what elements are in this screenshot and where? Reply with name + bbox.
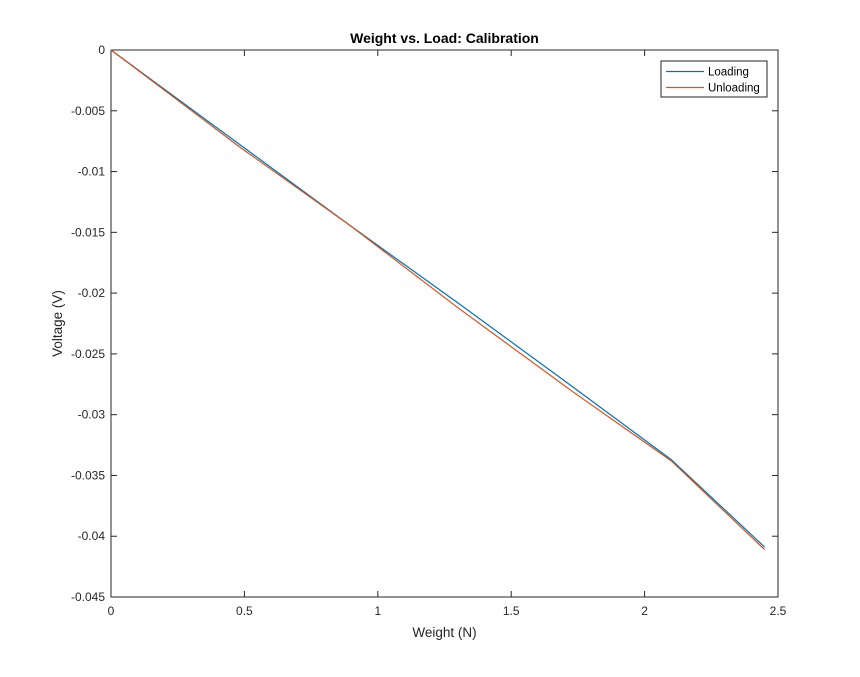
plot-area [110,49,779,598]
y-tick-label: -0.03 [78,408,106,422]
x-axis: 0 0.5 1 1.5 2 2.5 [108,50,787,618]
y-tick-label: 0 [98,43,105,57]
axes-box [110,49,779,598]
x-tick-label: 1 [374,604,381,618]
y-tick-label: -0.015 [71,225,105,239]
x-tick-label: 2.5 [770,604,787,618]
x-tick-label: 0.5 [236,604,253,618]
x-axis-label: Weight (N) [412,625,476,640]
legend-box [660,60,768,98]
y-axis: 0 -0.005 -0.01 -0.015 -0.02 -0.025 -0.03 -0.035… [71,43,778,604]
x-tick-label: 0 [108,604,115,618]
x-tick-label: 1.5 [503,604,520,618]
y-tick-label: -0.025 [71,347,105,361]
x-tick-label: 2 [641,604,648,618]
y-axis-label: Voltage (V) [50,290,65,357]
series-line-unloading [110,49,766,551]
legend-label-unloading: Unloading [708,83,760,95]
y-tick-label: -0.035 [71,468,105,482]
series-line-loading [110,49,766,548]
legend-label-loading: Loading [708,67,749,79]
chart-title: Weight vs. Load: Calibration [350,30,539,46]
y-tick-label: -0.045 [71,590,105,604]
y-tick-label: -0.02 [78,286,106,300]
series-layer [110,49,766,551]
y-tick-label: -0.01 [78,165,106,179]
y-tick-label: -0.04 [78,529,106,543]
legend: Loading Unloading [660,60,768,98]
y-tick-label: -0.005 [71,104,105,118]
